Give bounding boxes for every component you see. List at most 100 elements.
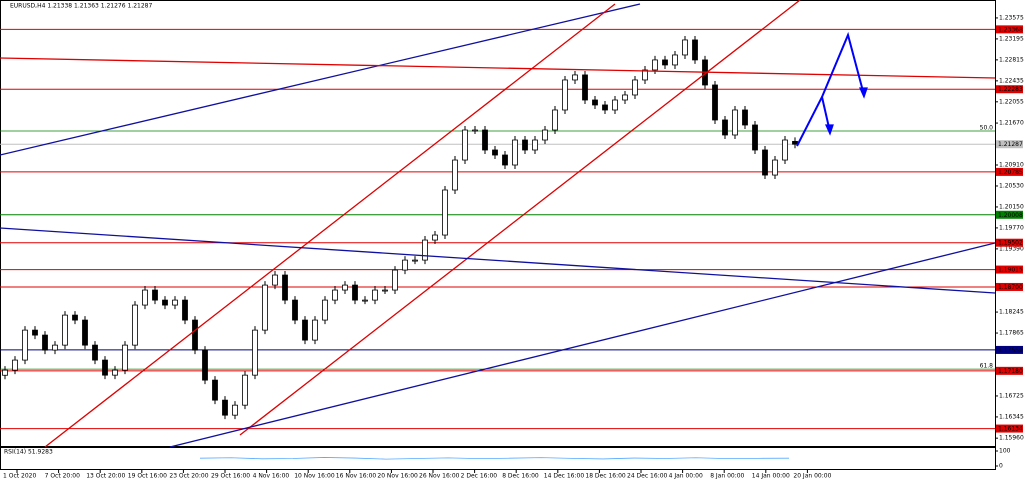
candle-body bbox=[82, 319, 88, 346]
y-tick-label: 1.19770 bbox=[999, 224, 1024, 231]
candle-body bbox=[792, 140, 798, 145]
level-label: 1.17180 bbox=[998, 368, 1023, 375]
candle-body bbox=[362, 299, 368, 302]
candle-body bbox=[62, 314, 68, 346]
fib-label: 61.8 bbox=[980, 363, 994, 370]
x-tick-label: 4 Nov 16:00 bbox=[253, 473, 290, 480]
main-frame bbox=[0, 0, 996, 447]
y-tick-label: 1.20530 bbox=[999, 182, 1024, 189]
candle-body bbox=[682, 39, 688, 56]
y-tick-label: 1.18245 bbox=[999, 309, 1024, 316]
candle-body bbox=[602, 104, 608, 111]
candle-body bbox=[152, 289, 158, 301]
x-tick-label: 26 Nov 16:00 bbox=[419, 473, 460, 480]
candle-body bbox=[392, 269, 398, 291]
y-tick-label: 1.19390 bbox=[999, 245, 1024, 252]
candle-body bbox=[352, 284, 358, 301]
x-tick-label: 24 Dec 16:00 bbox=[627, 473, 668, 480]
candle-body bbox=[662, 59, 668, 66]
candle-body bbox=[22, 329, 28, 361]
x-tick-label: 18 Dec 16:00 bbox=[585, 473, 626, 480]
y-tick-label: 1.22815 bbox=[999, 56, 1024, 63]
candle-body bbox=[552, 109, 558, 131]
x-tick-label: 14 Dec 16:00 bbox=[544, 473, 585, 480]
level-label: 1.21287 bbox=[998, 141, 1023, 148]
candle-body bbox=[32, 329, 38, 336]
candle-body bbox=[112, 369, 118, 376]
level-label: 1.19015 bbox=[998, 267, 1023, 274]
candle-body bbox=[722, 119, 728, 136]
channel-line bbox=[239, 0, 801, 436]
candle-body bbox=[312, 319, 318, 341]
x-tick-label: 13 Oct 20:00 bbox=[86, 473, 125, 480]
x-tick-label: 19 Oct 16:00 bbox=[128, 473, 167, 480]
level-tag bbox=[996, 85, 1023, 94]
candle-body bbox=[442, 189, 448, 236]
axes: 1.23575 1.23195 1.22815 1.22435 1.22055 1.216… bbox=[3, 14, 1024, 479]
candles bbox=[2, 35, 798, 420]
rsi-frame bbox=[0, 447, 996, 470]
candle-body bbox=[102, 359, 108, 376]
level-label: 1.17559 bbox=[998, 347, 1023, 354]
candle-body bbox=[422, 239, 428, 261]
candle-body bbox=[72, 314, 78, 321]
x-tick-label: 16 Nov 16:00 bbox=[336, 473, 377, 480]
candle-body bbox=[142, 289, 148, 306]
candle-body bbox=[532, 139, 538, 151]
candle-body bbox=[542, 129, 548, 141]
candle-body bbox=[52, 344, 58, 351]
y-tick-label: 1.20910 bbox=[999, 162, 1024, 169]
candle-body bbox=[592, 99, 598, 106]
candle-body bbox=[332, 289, 338, 301]
candle-body bbox=[162, 299, 168, 306]
fib-label: 50.0 bbox=[980, 125, 994, 132]
candle-body bbox=[232, 404, 238, 416]
candle-body bbox=[782, 139, 788, 161]
x-tick-label: 4 Jan 00:00 bbox=[669, 473, 703, 480]
candle-body bbox=[192, 319, 198, 351]
candle-body bbox=[582, 74, 588, 101]
candle-body bbox=[762, 149, 768, 176]
level-tag bbox=[996, 265, 1023, 274]
level-tag bbox=[996, 366, 1023, 375]
arrow-head bbox=[824, 124, 834, 136]
y-tick-label: 1.23195 bbox=[999, 35, 1024, 42]
y-tick-label: 1.16725 bbox=[999, 392, 1024, 399]
level-label: 1.22283 bbox=[998, 86, 1023, 93]
candle-body bbox=[302, 319, 308, 341]
y-tick-label: 1.22435 bbox=[999, 77, 1024, 84]
x-tick-label: 10 Nov 16:00 bbox=[294, 473, 335, 480]
candle-body bbox=[322, 299, 328, 321]
y-tick-label: 1.16345 bbox=[999, 413, 1024, 420]
level-tag bbox=[996, 167, 1023, 176]
candle-body bbox=[172, 299, 178, 306]
candle-body bbox=[382, 289, 388, 292]
rsi-tick-label: 100 bbox=[999, 448, 1011, 455]
level-label: 1.18700 bbox=[998, 284, 1023, 291]
candle-body bbox=[492, 149, 498, 156]
rsi-line bbox=[199, 457, 790, 460]
candle-body bbox=[342, 284, 348, 291]
level-label: 1.16134 bbox=[998, 426, 1023, 433]
channel-line bbox=[44, 3, 616, 448]
candle-body bbox=[732, 109, 738, 136]
y-tick-label: 1.21670 bbox=[999, 120, 1024, 127]
level-label: 1.23368 bbox=[998, 26, 1023, 33]
candle-body bbox=[572, 74, 578, 81]
candle-body bbox=[462, 129, 468, 161]
y-tick-label: 1.23575 bbox=[999, 14, 1024, 21]
candle-body bbox=[122, 344, 128, 371]
candle-body bbox=[282, 274, 288, 301]
candle-body bbox=[222, 399, 228, 416]
candle-body bbox=[182, 299, 188, 321]
candle-body bbox=[262, 284, 268, 331]
candle-body bbox=[432, 234, 438, 241]
level-tag bbox=[996, 25, 1023, 34]
x-tick-label: 2 Dec 16:00 bbox=[461, 473, 498, 480]
candle-body bbox=[242, 374, 248, 406]
candle-body bbox=[502, 154, 508, 166]
candle-body bbox=[482, 129, 488, 151]
level-label: 1.20785 bbox=[998, 169, 1023, 176]
